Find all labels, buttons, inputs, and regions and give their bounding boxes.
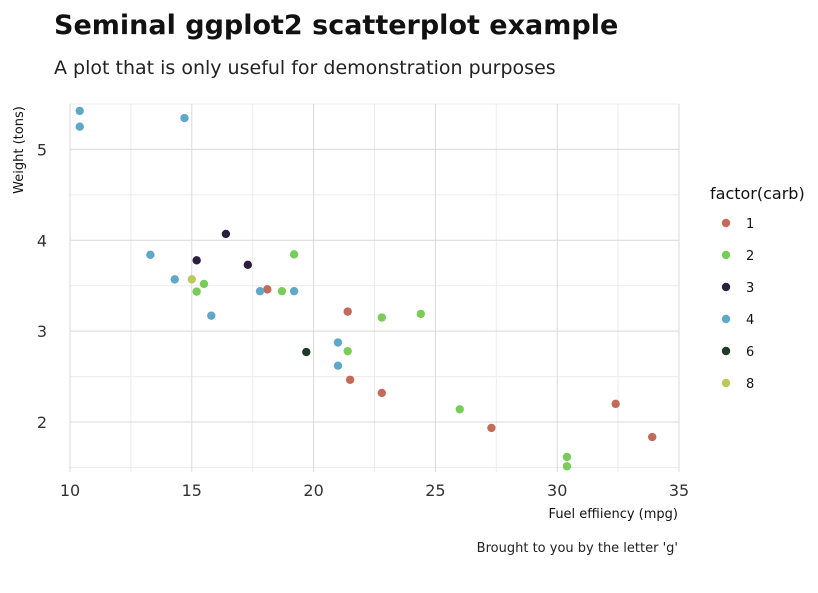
data-point-carb-1 (487, 423, 496, 433)
x-axis-title: Fuel effiiency (mpg) (549, 507, 678, 522)
y-tick-label: 2 (37, 413, 47, 432)
data-point-carb-4 (75, 106, 84, 116)
data-point-carb-4 (170, 275, 179, 284)
x-tick-label: 30 (547, 481, 567, 500)
legend-label-3: 3 (746, 281, 754, 296)
tick-labels: 10 15 20 25 30 35 2 3 4 5 (37, 140, 689, 500)
y-tick-label: 5 (37, 140, 47, 159)
data-point-carb-1 (648, 432, 657, 442)
x-tick-label: 25 (425, 481, 445, 500)
data-point-carb-2 (377, 313, 387, 322)
data-point-carb-4 (289, 286, 299, 296)
y-tick-label: 4 (37, 231, 47, 250)
data-points (75, 106, 657, 471)
legend-label-2: 2 (746, 249, 754, 264)
data-point-carb-4 (255, 286, 265, 296)
data-point-carb-3 (243, 260, 253, 270)
legend-title: factor(carb) (710, 184, 805, 203)
legend-key-4 (721, 314, 731, 324)
legend-key-2 (721, 250, 731, 260)
chart-title: Seminal ggplot2 scatterplot example (54, 10, 618, 41)
data-point-carb-4 (333, 338, 343, 347)
data-point-carb-8 (187, 275, 196, 284)
y-axis-title: Weight (tons) (12, 106, 27, 194)
data-point-carb-1 (611, 399, 620, 409)
x-tick-label: 10 (60, 481, 80, 500)
data-point-carb-2 (192, 287, 201, 296)
data-point-carb-4 (180, 113, 189, 123)
data-point-carb-2 (343, 346, 352, 356)
grid-lines (69, 103, 680, 472)
y-tick-label: 3 (37, 322, 47, 341)
data-point-carb-4 (146, 250, 155, 260)
data-point-carb-2 (199, 279, 209, 289)
data-point-carb-2 (562, 462, 572, 471)
data-point-carb-2 (416, 309, 425, 319)
legend-key-6 (721, 346, 731, 356)
x-tick-label: 20 (303, 481, 323, 500)
data-point-carb-2 (455, 405, 464, 414)
legend-label-8: 8 (746, 377, 754, 392)
legend-label-4: 4 (746, 313, 754, 328)
legend-key-8 (721, 378, 731, 388)
data-point-carb-1 (343, 307, 352, 316)
data-point-carb-6 (302, 347, 311, 357)
data-point-carb-4 (207, 311, 216, 320)
legend: factor(carb) 1 2 3 4 6 8 (710, 184, 805, 392)
data-point-carb-2 (277, 286, 287, 296)
data-point-carb-4 (75, 122, 84, 131)
legend-key-3 (721, 282, 731, 292)
legend-label-6: 6 (746, 345, 754, 360)
x-tick-label: 15 (182, 481, 202, 500)
data-point-carb-1 (345, 375, 355, 384)
data-point-carb-4 (333, 361, 343, 370)
x-tick-label: 35 (669, 481, 689, 500)
data-point-carb-2 (289, 250, 299, 259)
chart-caption: Brought to you by the letter 'g' (477, 541, 678, 556)
data-point-carb-2 (562, 452, 572, 462)
data-point-carb-1 (263, 285, 272, 294)
legend-label-1: 1 (746, 217, 754, 232)
data-point-carb-3 (192, 256, 201, 265)
data-point-carb-1 (377, 388, 387, 398)
chart-subtitle: A plot that is only useful for demonstra… (54, 57, 556, 79)
legend-key-1 (721, 218, 731, 228)
data-point-carb-3 (221, 229, 231, 239)
